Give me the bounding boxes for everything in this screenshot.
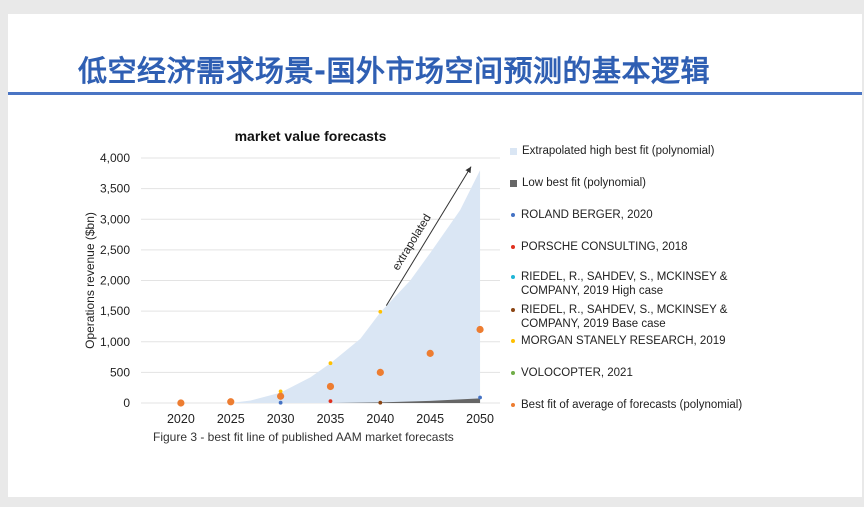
high-fit-area [230, 170, 481, 403]
data-point [278, 389, 283, 394]
x-tick-label: 2050 [466, 412, 494, 426]
data-point [277, 392, 285, 400]
y-tick-label: 4,000 [100, 151, 130, 165]
legend-marker [511, 308, 515, 312]
data-point [378, 400, 383, 405]
legend-marker [510, 148, 517, 155]
y-tick-label: 0 [123, 396, 130, 410]
data-point [478, 395, 482, 400]
data-point [326, 382, 335, 391]
chart-title: market value forecasts [235, 128, 387, 144]
legend-label: ROLAND BERGER, 2020 [521, 209, 653, 221]
x-tick-label: 2040 [366, 412, 394, 426]
data-point [177, 399, 185, 407]
legend-label: Low best fit (polynomial) [522, 177, 646, 189]
y-axis-label: Operations revenue ($bn) [83, 212, 97, 349]
x-tick-label: 2030 [267, 412, 295, 426]
slide: 低空经济需求场景-国外市场空间预测的基本逻辑 [8, 14, 862, 497]
legend-item: Low best fit (polynomial) [510, 176, 750, 190]
y-tick-label: 2,000 [100, 274, 130, 288]
legend-item: VOLOCOPTER, 2021 [510, 366, 750, 380]
x-tick-label: 2045 [416, 412, 444, 426]
data-point [476, 325, 484, 334]
x-tick-label: 2020 [167, 412, 195, 426]
legend-item: Extrapolated high best fit (polynomial) [510, 144, 750, 158]
legend-marker [511, 339, 515, 343]
y-tick-label: 2,500 [100, 243, 130, 257]
data-point [426, 349, 434, 357]
legend-label: VOLOCOPTER, 2021 [521, 367, 633, 379]
figure-caption: Figure 3 - best fit line of published AA… [153, 430, 454, 444]
low-fit-area [280, 398, 481, 403]
y-tick-label: 500 [110, 365, 130, 379]
legend-marker [510, 180, 517, 187]
legend-item: ROLAND BERGER, 2020 [510, 208, 750, 222]
legend-marker [511, 275, 515, 279]
data-point [227, 398, 235, 406]
legend-marker [511, 371, 515, 375]
legend-label: RIEDEL, R., SAHDEV, S., MCKINSEY & COMPA… [521, 271, 728, 297]
data-point [328, 399, 333, 404]
legend-marker [511, 213, 515, 217]
data-point [278, 400, 283, 405]
legend-item: RIEDEL, R., SAHDEV, S., MCKINSEY & COMPA… [510, 303, 750, 331]
x-tick-label: 2025 [217, 412, 245, 426]
legend-item: Best fit of average of forecasts (polyno… [510, 398, 750, 412]
legend-label: RIEDEL, R., SAHDEV, S., MCKINSEY & COMPA… [521, 304, 728, 330]
title-divider [8, 92, 862, 95]
legend-item: PORSCHE CONSULTING, 2018 [510, 240, 750, 254]
extrapolated-arrow [385, 166, 472, 306]
legend-label: Extrapolated high best fit (polynomial) [522, 145, 715, 157]
y-tick-label: 3,000 [100, 212, 130, 226]
data-point [376, 368, 384, 376]
y-tick-label: 1,500 [100, 304, 130, 318]
legend-marker [511, 403, 515, 407]
slide-title: 低空经济需求场景-国外市场空间预测的基本逻辑 [78, 54, 711, 88]
legend-label: Best fit of average of forecasts (polyno… [521, 399, 743, 411]
legend-item: RIEDEL, R., SAHDEV, S., MCKINSEY & COMPA… [510, 270, 750, 298]
y-tick-label: 1,000 [100, 335, 130, 349]
y-tick-label: 3,500 [100, 182, 130, 196]
legend-marker [511, 245, 515, 249]
data-point [378, 309, 383, 314]
data-point [328, 361, 333, 366]
legend-label: MORGAN STANELY RESEARCH, 2019 [521, 335, 726, 347]
x-tick-label: 2035 [317, 412, 345, 426]
legend-label: PORSCHE CONSULTING, 2018 [521, 241, 688, 253]
legend-item: MORGAN STANELY RESEARCH, 2019 [510, 334, 750, 348]
